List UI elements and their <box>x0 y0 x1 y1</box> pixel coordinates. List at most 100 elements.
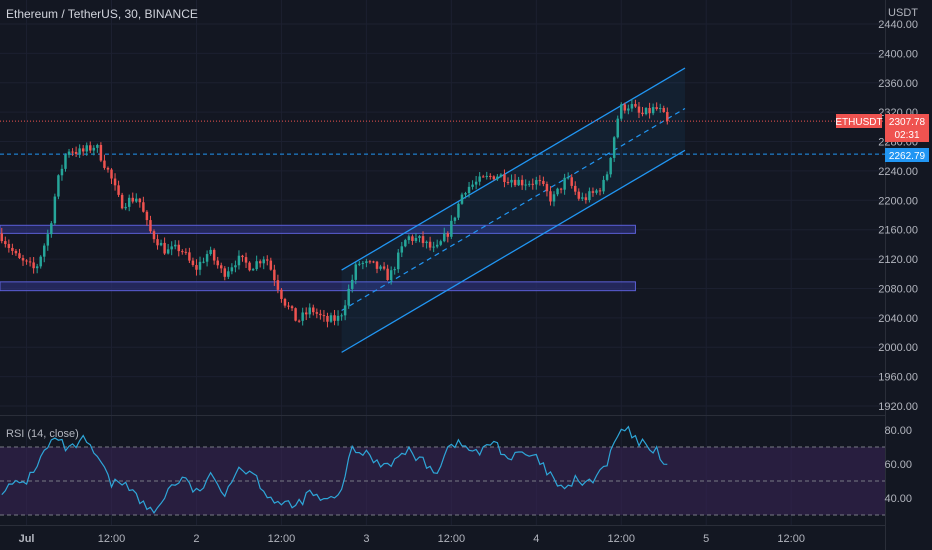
level-badge-text: 2262.79 <box>889 151 926 162</box>
candle-body <box>50 223 53 235</box>
candle-body <box>616 118 619 138</box>
candle-body <box>173 244 177 247</box>
horizontal-levels <box>0 120 885 155</box>
price-tick-label: 2000.00 <box>878 342 918 354</box>
candle-body <box>386 268 389 281</box>
channel-middle-line[interactable] <box>341 107 686 312</box>
level-price-badge: 2262.79 <box>885 148 929 162</box>
candle-body <box>7 244 11 248</box>
candle-body <box>467 186 471 194</box>
last-price-badge: ETHUSDT 2307.78 02:31 <box>835 114 929 142</box>
candle-body <box>276 280 280 290</box>
channel-fill <box>341 68 685 353</box>
candle-body <box>513 179 517 186</box>
candle-body <box>620 104 623 119</box>
candle-body <box>184 251 188 253</box>
price-tick-label: 2040.00 <box>878 313 918 325</box>
candle-body <box>315 312 319 314</box>
candle-body <box>85 145 88 152</box>
candle-body <box>400 246 404 253</box>
candle-body <box>566 177 570 179</box>
candle-body <box>485 175 488 177</box>
ascending-channel[interactable] <box>341 67 686 353</box>
rsi-tick-label: 60.00 <box>884 459 912 471</box>
candle-body <box>581 197 584 199</box>
candle-body <box>25 260 28 262</box>
candle-body <box>181 251 184 253</box>
candle-body <box>11 247 14 251</box>
candle-body <box>460 194 464 204</box>
candle-body <box>163 242 166 254</box>
candle-body <box>212 249 216 261</box>
time-tick-label: 12:00 <box>98 533 126 545</box>
candle-body <box>57 175 60 197</box>
candle-body <box>326 316 329 322</box>
candle-body <box>258 261 262 264</box>
candle-body <box>658 108 662 110</box>
candle-body <box>474 181 478 185</box>
candle-body <box>577 191 581 199</box>
candle-body <box>595 190 598 193</box>
candle-body <box>372 261 375 263</box>
candle-body <box>166 249 170 254</box>
candle-body <box>297 320 301 322</box>
candle-body <box>127 197 131 207</box>
candle-body <box>655 107 658 110</box>
rsi-line <box>1 425 668 514</box>
level-badge-bg <box>885 148 929 162</box>
last-price-text: 2307.78 <box>889 117 926 128</box>
candle-body <box>404 240 407 247</box>
candle-body <box>389 270 393 281</box>
candle-body <box>358 263 361 265</box>
candle-body <box>517 179 520 186</box>
candle-body <box>248 262 251 271</box>
candle-body <box>319 313 322 316</box>
candle-body <box>227 271 230 277</box>
support-zones[interactable] <box>0 224 636 292</box>
candle-body <box>294 308 297 321</box>
price-tick-label: 2240.00 <box>878 166 918 178</box>
candle-body <box>78 148 81 154</box>
candle-body <box>322 315 326 317</box>
ticker-badge-bg <box>836 114 882 128</box>
candle-body <box>598 190 602 192</box>
candle-body <box>411 236 414 241</box>
candlestick-series <box>0 99 669 328</box>
time-tick-label: 12:00 <box>268 533 296 545</box>
candle-body <box>457 203 460 218</box>
support-zone[interactable] <box>0 224 636 234</box>
channel-upper-line[interactable] <box>341 67 686 271</box>
candle-body <box>343 305 347 316</box>
candle-body <box>662 108 665 113</box>
candle-body <box>637 106 641 113</box>
candle-body <box>471 184 474 187</box>
candle-body <box>481 176 485 178</box>
candle-body <box>361 262 365 264</box>
candle-body <box>32 262 35 269</box>
candle-body <box>432 246 435 248</box>
candle-body <box>18 253 21 259</box>
candle-body <box>623 104 627 111</box>
candle-body <box>251 269 255 271</box>
candle-body <box>138 198 142 203</box>
candle-body <box>453 217 457 221</box>
symbol-title[interactable]: Ethereum / TetherUS, 30, BINANCE <box>6 7 198 21</box>
rsi-label[interactable]: RSI (14, close) <box>6 428 79 440</box>
candle-body <box>4 241 7 245</box>
candle-body <box>446 233 450 237</box>
price-tick-label: 2360.00 <box>878 78 918 90</box>
candle-body <box>110 169 113 179</box>
support-zone[interactable] <box>0 281 636 292</box>
candle-body <box>365 261 368 263</box>
time-axis[interactable]: Jul 12:00 2 12:00 3 12:00 4 12:00 5 12:00 <box>19 533 805 545</box>
channel-lower-line[interactable] <box>341 149 686 353</box>
candle-body <box>96 145 99 148</box>
candle-body <box>308 307 311 315</box>
candle-body <box>198 261 202 270</box>
candle-body <box>177 244 181 252</box>
price-badge-bg <box>885 114 929 142</box>
candle-body <box>644 107 648 115</box>
candle-body <box>220 265 223 269</box>
candle-body <box>71 151 74 153</box>
